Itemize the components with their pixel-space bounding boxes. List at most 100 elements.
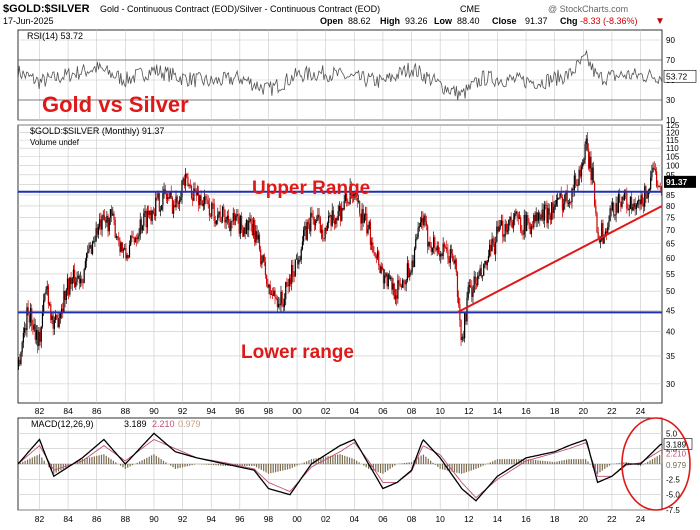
macd-histogram-bar — [575, 459, 577, 464]
price-candle-body — [90, 245, 92, 254]
macd-histogram-bar — [172, 464, 174, 468]
price-candle-body — [310, 212, 312, 232]
price-candle-body — [173, 205, 175, 214]
price-candle-body — [70, 277, 72, 285]
price-candle-body — [229, 222, 231, 232]
macd-histogram-bar — [527, 459, 530, 464]
price-candle-body — [72, 269, 75, 279]
price-candle-body — [250, 218, 252, 225]
price-candle-body — [336, 218, 338, 221]
price-candle-body — [577, 185, 579, 187]
macd-histogram-bar — [503, 459, 506, 464]
macd-histogram-bar — [272, 464, 274, 473]
macd-histogram-bar — [551, 461, 553, 464]
price-candle-body — [545, 204, 547, 206]
macd-x-tick-label: 90 — [149, 514, 159, 524]
price-candle-body — [208, 204, 211, 216]
price-candle-body — [81, 278, 83, 283]
price-candle-body — [549, 214, 552, 220]
macd-histogram-bar — [153, 454, 155, 464]
price-candle-body — [375, 256, 377, 259]
price-x-tick-label: 12 — [464, 406, 474, 416]
price-candle-body — [438, 253, 441, 257]
price-candle-body — [559, 193, 561, 198]
price-candle-body — [311, 212, 313, 217]
macd-histogram-bar — [546, 461, 549, 464]
price-candle-body — [285, 282, 287, 299]
rsi-tick-label: 10 — [666, 116, 675, 125]
macd-histogram-bar — [489, 462, 491, 464]
price-candle-body — [138, 234, 140, 237]
price-candle-body — [517, 214, 519, 219]
price-candle-body — [272, 294, 274, 296]
price-candle-body — [368, 221, 370, 230]
macd-histogram-bar — [427, 458, 429, 464]
price-candle-body — [303, 229, 305, 242]
price-candle-body — [122, 249, 125, 252]
price-candle-body — [199, 195, 201, 206]
lower-range-label: Lower range — [241, 342, 354, 363]
macd-legend-macd: 3.189 — [124, 419, 147, 429]
price-candle-body — [146, 210, 148, 228]
price-candle-body — [532, 226, 534, 228]
price-candle-body — [627, 208, 629, 211]
macd-x-tick-label: 82 — [35, 514, 45, 524]
macd-histogram-bar — [255, 464, 258, 468]
price-tick-label: 50 — [666, 287, 675, 296]
price-candle-body — [34, 324, 36, 340]
price-candle-body — [252, 219, 255, 236]
open-value: 88.62 — [348, 16, 371, 26]
macd-histogram-bar — [482, 464, 484, 466]
price-candle-body — [592, 167, 595, 183]
watermark: @ StockCharts.com — [548, 4, 628, 14]
price-candle-body — [168, 197, 170, 199]
price-candle-body — [246, 220, 249, 231]
price-x-tick-label: 82 — [35, 406, 45, 416]
price-candle-body — [83, 269, 85, 283]
price-candle-body — [49, 304, 51, 305]
macd-histogram-bar — [337, 454, 339, 464]
price-x-tick-label: 96 — [235, 406, 245, 416]
price-candle-body — [583, 159, 585, 164]
price-candle-body — [215, 220, 218, 224]
price-candle-body — [53, 320, 55, 329]
price-candle-body — [326, 223, 329, 231]
price-candle-body — [289, 278, 292, 284]
macd-histogram-bar — [210, 464, 212, 465]
price-x-tick-label: 02 — [321, 406, 331, 416]
price-candle-body — [127, 255, 129, 258]
price-candle-body — [551, 202, 553, 220]
price-candle-body — [136, 237, 138, 240]
macd-highlight-ellipse — [621, 417, 691, 511]
price-candle-body — [469, 285, 472, 288]
macd-x-tick-label: 04 — [350, 514, 360, 524]
macd-histogram-bar — [382, 464, 384, 474]
price-candle-body — [452, 253, 454, 261]
macd-histogram-bar — [379, 464, 382, 473]
macd-histogram-bar — [41, 457, 43, 464]
price-candle-body — [620, 202, 622, 207]
macd-histogram-bar — [346, 456, 348, 464]
price-candle-body — [280, 291, 282, 306]
price-candle-body — [548, 208, 550, 215]
price-candle-body — [169, 192, 171, 199]
price-candle-body — [323, 238, 325, 239]
price-candle-body — [442, 243, 444, 256]
price-candle-body — [245, 220, 247, 234]
price-candle-body — [266, 275, 268, 285]
macd-x-tick-label: 22 — [607, 514, 617, 524]
price-candle-body — [430, 245, 432, 252]
price-candle-body — [343, 201, 345, 210]
price-candle-body — [571, 188, 573, 203]
price-candle-body — [149, 210, 151, 216]
price-candle-body — [242, 229, 244, 237]
price-candle-body — [400, 285, 403, 288]
macd-histogram-bar — [325, 456, 327, 464]
price-candle-body — [621, 196, 623, 207]
price-candle-body — [347, 200, 349, 204]
price-candle-body — [291, 264, 293, 284]
macd-histogram-bar — [444, 464, 446, 470]
price-candle-body — [527, 215, 529, 222]
chg-value: -8.33 (-8.36%) — [580, 16, 638, 26]
price-candle-body — [217, 214, 219, 221]
